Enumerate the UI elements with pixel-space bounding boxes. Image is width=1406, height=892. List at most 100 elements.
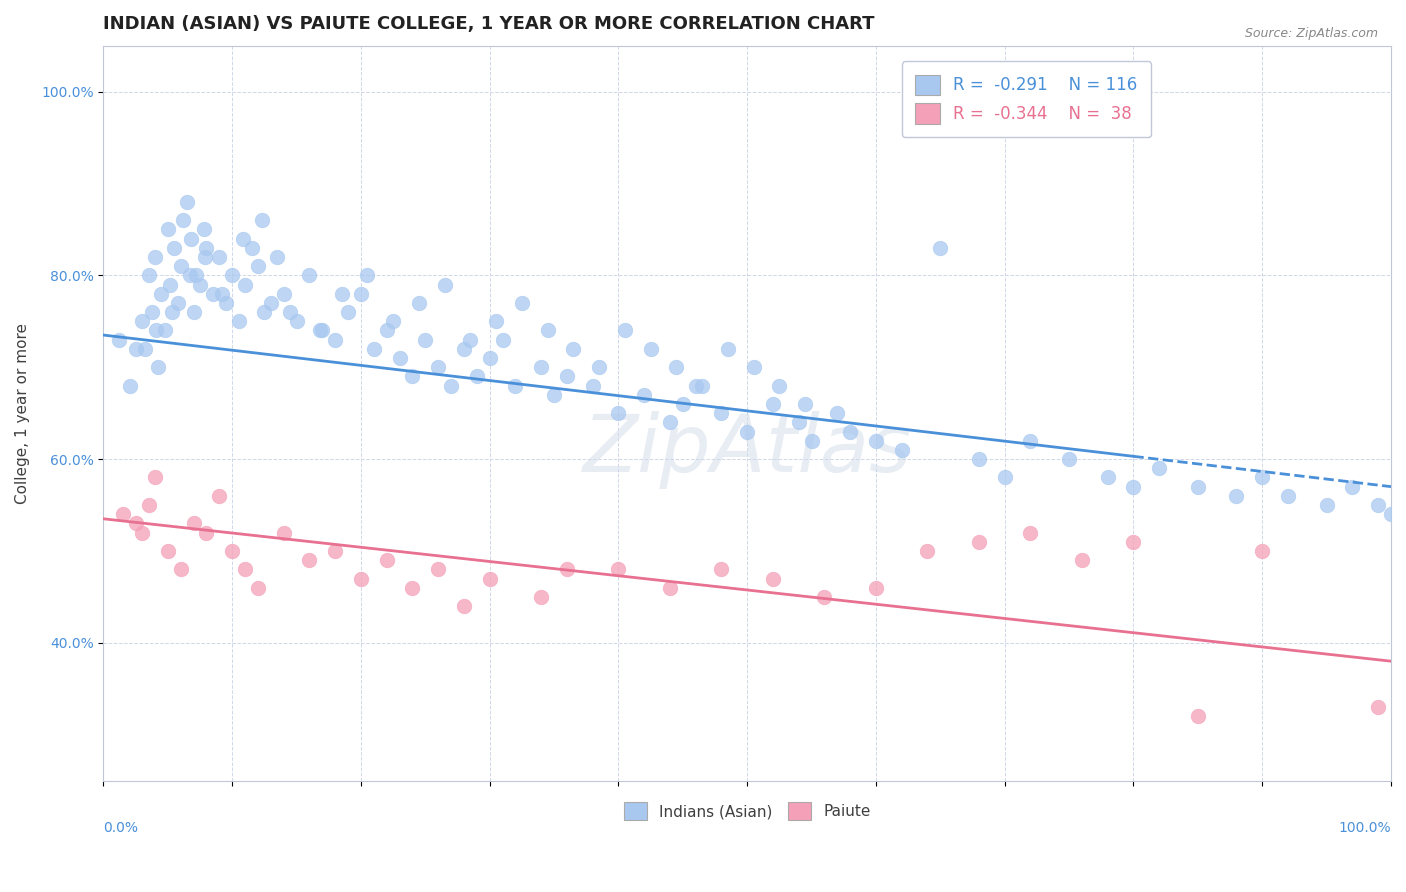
Point: [186, 268, 208, 283]
Point: [1251, 470, 1274, 484]
Point: [794, 397, 817, 411]
Point: [485, 314, 508, 328]
Point: [170, 259, 193, 273]
Point: [145, 323, 167, 337]
Point: [298, 553, 321, 567]
Point: [1316, 498, 1339, 512]
Point: [827, 406, 849, 420]
Point: [800, 434, 823, 448]
Point: [401, 581, 423, 595]
Point: [665, 360, 688, 375]
Point: [543, 388, 565, 402]
Point: [1187, 709, 1209, 723]
Point: [427, 360, 450, 375]
Point: [260, 296, 283, 310]
Point: [427, 562, 450, 576]
Point: [188, 277, 211, 292]
Point: [1379, 507, 1402, 521]
Point: [917, 544, 939, 558]
Point: [163, 241, 186, 255]
Point: [659, 415, 682, 429]
Text: ZipAtlas: ZipAtlas: [582, 411, 912, 489]
Point: [246, 581, 269, 595]
Point: [408, 296, 430, 310]
Point: [167, 296, 190, 310]
Point: [633, 388, 655, 402]
Point: [710, 562, 733, 576]
Point: [460, 333, 482, 347]
Point: [233, 562, 256, 576]
Point: [742, 360, 765, 375]
Point: [530, 590, 553, 604]
Point: [555, 562, 578, 576]
Point: [1097, 470, 1119, 484]
Point: [253, 305, 276, 319]
Point: [588, 360, 610, 375]
Point: [1187, 480, 1209, 494]
Point: [172, 213, 194, 227]
Point: [762, 572, 785, 586]
Point: [201, 286, 224, 301]
Point: [1277, 489, 1299, 503]
Point: [659, 581, 682, 595]
Legend: Indians (Asian), Paiute: Indians (Asian), Paiute: [616, 794, 877, 828]
Point: [176, 194, 198, 209]
Point: [491, 333, 513, 347]
Point: [690, 378, 713, 392]
Point: [170, 562, 193, 576]
Point: [710, 406, 733, 420]
Point: [505, 378, 527, 392]
Point: [1019, 525, 1042, 540]
Point: [311, 323, 333, 337]
Point: [308, 323, 330, 337]
Point: [108, 333, 131, 347]
Point: [1122, 534, 1144, 549]
Point: [138, 268, 160, 283]
Point: [250, 213, 273, 227]
Point: [233, 277, 256, 292]
Point: [131, 314, 153, 328]
Point: [278, 305, 301, 319]
Point: [350, 286, 373, 301]
Point: [388, 351, 411, 365]
Point: [465, 369, 488, 384]
Point: [1367, 498, 1389, 512]
Point: [228, 314, 250, 328]
Point: [180, 231, 202, 245]
Point: [350, 572, 373, 586]
Point: [323, 333, 346, 347]
Point: [967, 452, 990, 467]
Point: [929, 241, 952, 255]
Point: [134, 342, 156, 356]
Point: [640, 342, 662, 356]
Point: [1057, 452, 1080, 467]
Point: [240, 241, 263, 255]
Point: [685, 378, 707, 392]
Point: [1367, 700, 1389, 714]
Point: [375, 323, 398, 337]
Point: [131, 525, 153, 540]
Point: [582, 378, 605, 392]
Point: [1341, 480, 1364, 494]
Point: [510, 296, 533, 310]
Point: [156, 222, 179, 236]
Point: [179, 268, 201, 283]
Point: [183, 305, 205, 319]
Point: [839, 425, 862, 439]
Point: [865, 434, 887, 448]
Point: [453, 599, 475, 613]
Point: [124, 342, 146, 356]
Point: [231, 231, 253, 245]
Point: [221, 268, 243, 283]
Point: [156, 544, 179, 558]
Point: [530, 360, 553, 375]
Point: [285, 314, 308, 328]
Point: [1147, 461, 1170, 475]
Point: [994, 470, 1017, 484]
Text: INDIAN (ASIAN) VS PAIUTE COLLEGE, 1 YEAR OR MORE CORRELATION CHART: INDIAN (ASIAN) VS PAIUTE COLLEGE, 1 YEAR…: [104, 15, 875, 33]
Text: 100.0%: 100.0%: [1339, 821, 1391, 835]
Point: [787, 415, 810, 429]
Point: [735, 425, 758, 439]
Point: [1071, 553, 1094, 567]
Point: [375, 553, 398, 567]
